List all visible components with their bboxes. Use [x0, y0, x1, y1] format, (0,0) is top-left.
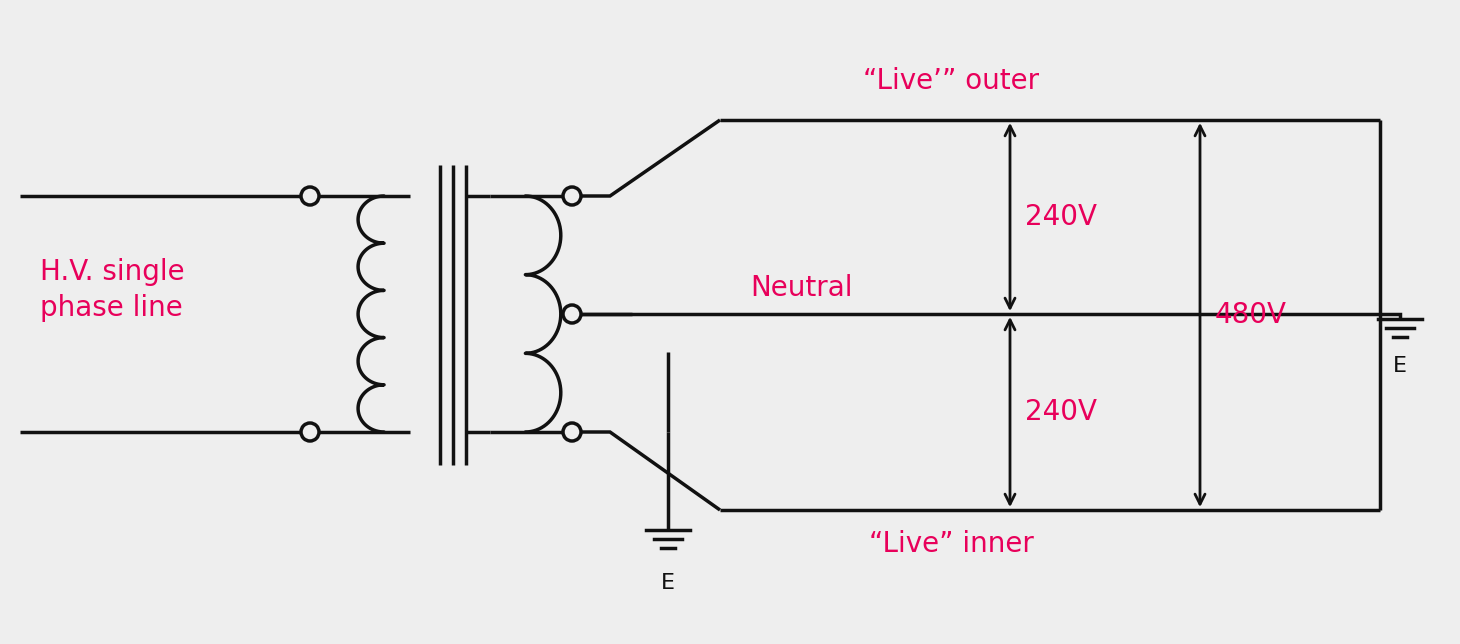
Circle shape	[301, 187, 318, 205]
Circle shape	[564, 423, 581, 441]
Text: “Live” inner: “Live” inner	[869, 530, 1034, 558]
Circle shape	[301, 423, 318, 441]
Text: 240V: 240V	[1025, 398, 1096, 426]
Text: E: E	[661, 573, 675, 593]
Circle shape	[564, 187, 581, 205]
Text: “Live’” outer: “Live’” outer	[863, 67, 1040, 95]
Text: 480V: 480V	[1215, 301, 1288, 329]
Circle shape	[564, 305, 581, 323]
Text: E: E	[1393, 356, 1407, 376]
Text: H.V. single
phase line: H.V. single phase line	[39, 258, 184, 323]
Text: 240V: 240V	[1025, 203, 1096, 231]
Text: Neutral: Neutral	[750, 274, 853, 302]
